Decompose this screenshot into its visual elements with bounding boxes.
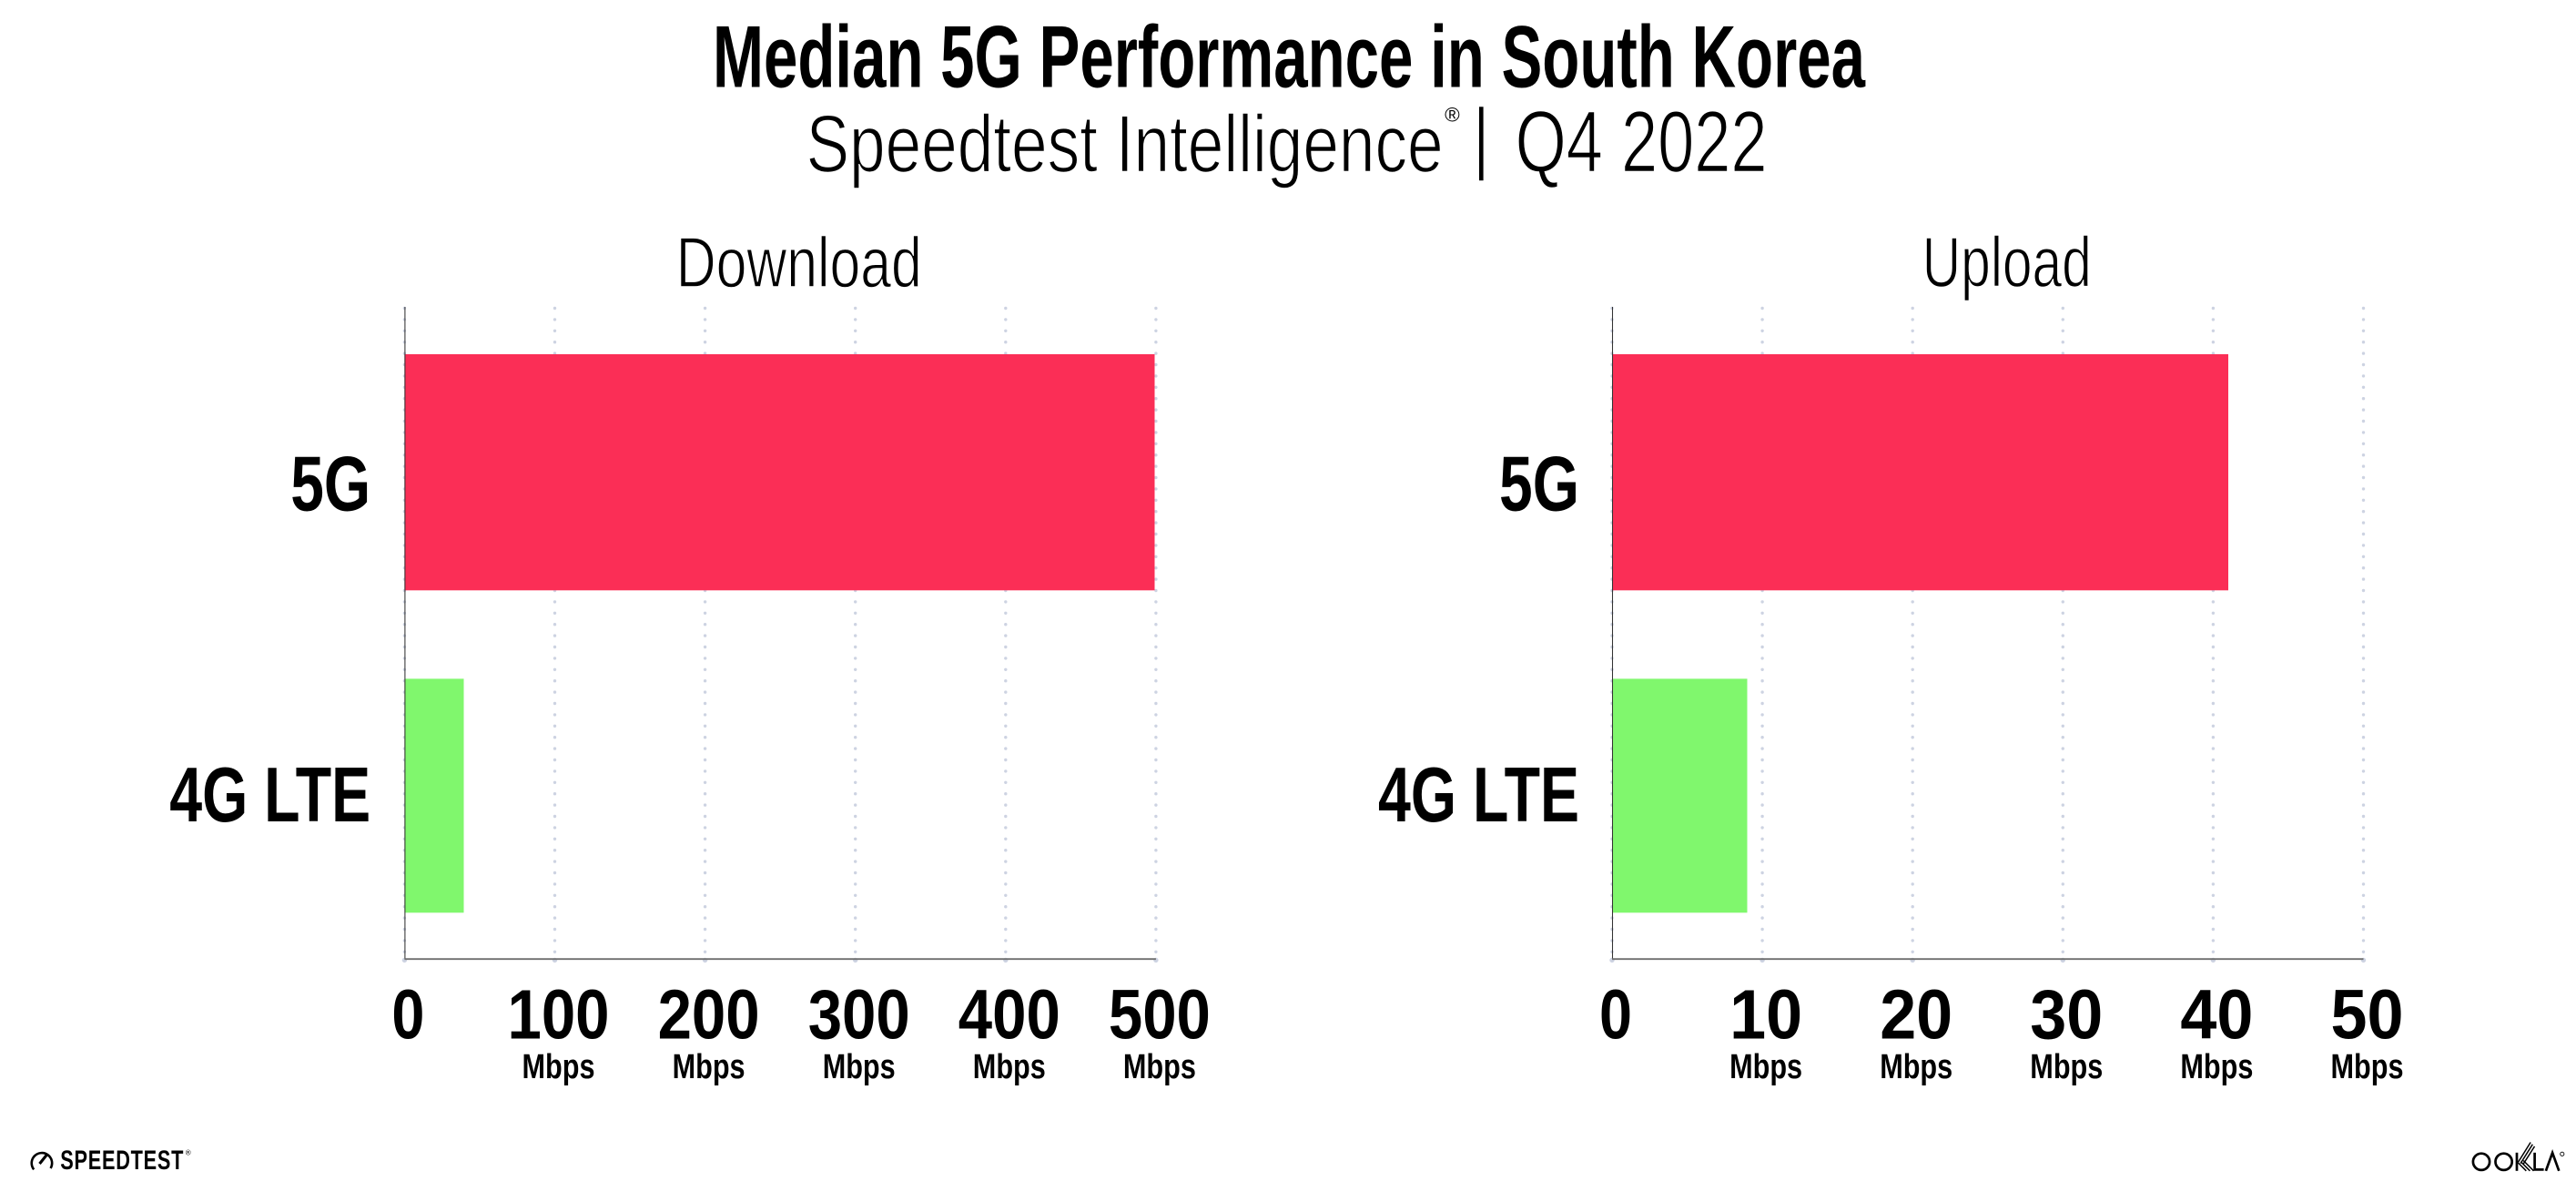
svg-text:Mbps: Mbps [522, 1047, 595, 1086]
svg-text:5G: 5G [1499, 442, 1579, 528]
svg-text:Download: Download [676, 222, 922, 302]
svg-text:50: 50 [2331, 976, 2404, 1054]
svg-text:Upload: Upload [1922, 222, 2092, 302]
svg-text:20: 20 [1880, 976, 1952, 1054]
svg-text:40: 40 [2180, 976, 2253, 1054]
svg-text:Mbps: Mbps [2331, 1047, 2404, 1086]
svg-text:Mbps: Mbps [1123, 1047, 1196, 1086]
svg-text:5G: 5G [290, 442, 370, 528]
svg-text:Mbps: Mbps [1729, 1047, 1802, 1086]
svg-text:4G LTE: 4G LTE [169, 752, 370, 839]
svg-text:®: ® [186, 1149, 191, 1157]
svg-text:Speedtest Intelligence: Speedtest Intelligence [806, 98, 1444, 189]
svg-text:Mbps: Mbps [2180, 1047, 2253, 1086]
svg-text:Mbps: Mbps [823, 1047, 896, 1086]
svg-text:Median 5G Performance in South: Median 5G Performance in South Korea [713, 8, 1866, 106]
svg-text:500: 500 [1109, 976, 1211, 1054]
svg-text:300: 300 [808, 976, 910, 1054]
svg-text:10: 10 [1729, 976, 1802, 1054]
svg-text:Mbps: Mbps [2030, 1047, 2103, 1086]
svg-text:100: 100 [508, 976, 610, 1054]
svg-text:SPEEDTEST: SPEEDTEST [60, 1146, 184, 1176]
svg-text:Q4 2022: Q4 2022 [1516, 93, 1768, 190]
svg-text:Mbps: Mbps [1880, 1047, 1952, 1086]
svg-text:400: 400 [958, 976, 1060, 1054]
svg-text:0: 0 [391, 976, 424, 1054]
svg-text:4G LTE: 4G LTE [1378, 752, 1579, 839]
svg-text:200: 200 [658, 976, 760, 1054]
svg-text:|: | [1471, 91, 1492, 182]
svg-text:Mbps: Mbps [973, 1047, 1046, 1086]
svg-text:30: 30 [2030, 976, 2103, 1054]
svg-text:®: ® [1445, 103, 1460, 126]
svg-text:0: 0 [1599, 976, 1632, 1054]
svg-text:Mbps: Mbps [673, 1047, 745, 1086]
